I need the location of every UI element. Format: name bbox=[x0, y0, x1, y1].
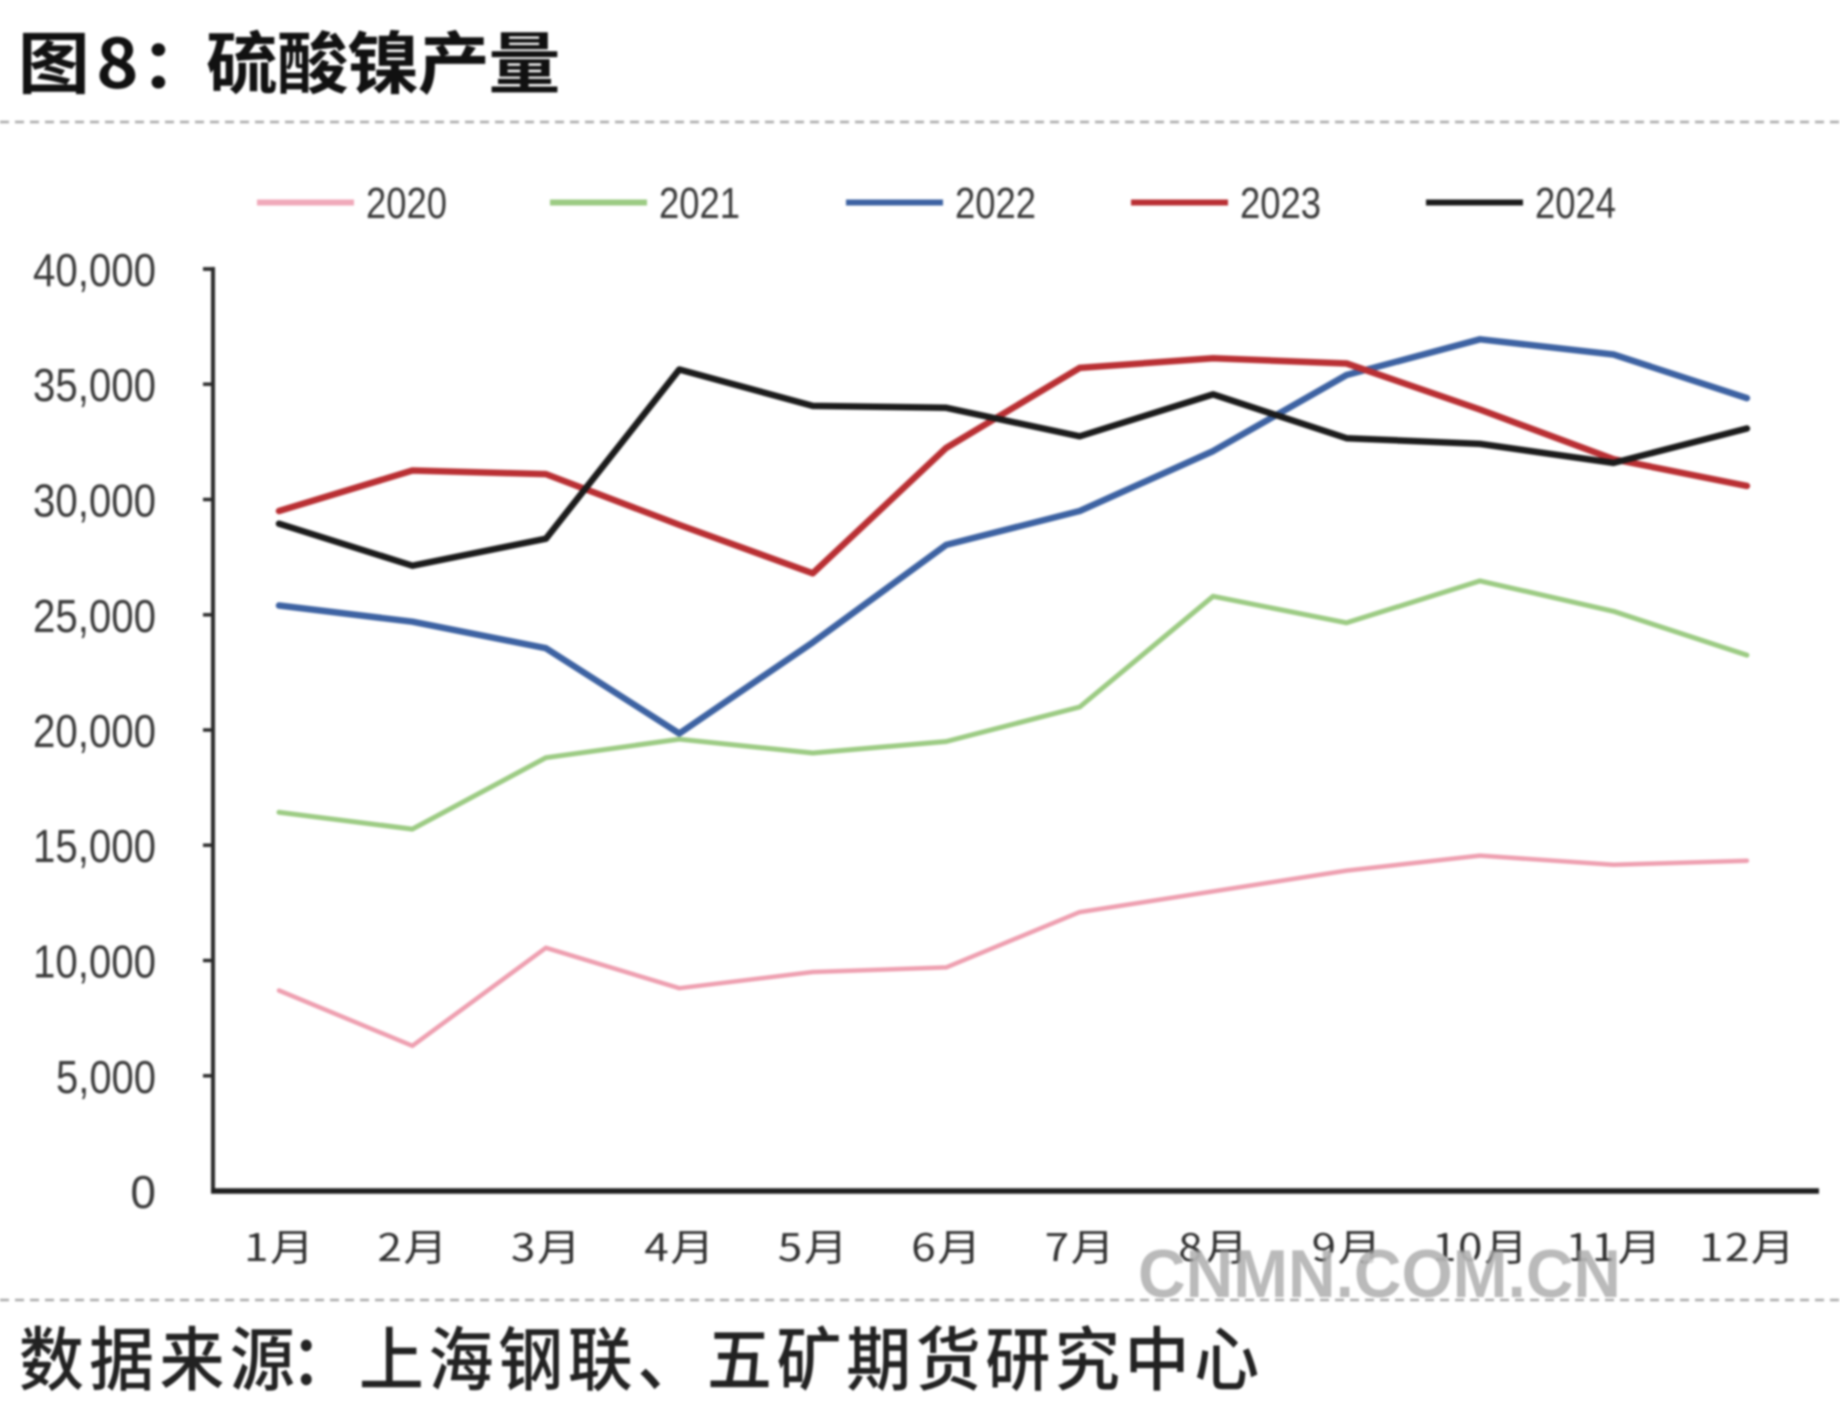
svg-text:25,000: 25,000 bbox=[33, 590, 156, 642]
svg-text:2021: 2021 bbox=[659, 179, 740, 228]
svg-text:2022: 2022 bbox=[955, 179, 1036, 228]
svg-text:35,000: 35,000 bbox=[33, 359, 156, 411]
svg-text:2023: 2023 bbox=[1240, 179, 1321, 228]
svg-text:CNMN.COM.CN: CNMN.COM.CN bbox=[1141, 1238, 1624, 1314]
svg-text:40,000: 40,000 bbox=[33, 244, 156, 296]
svg-text:5,000: 5,000 bbox=[56, 1051, 156, 1103]
svg-text:2020: 2020 bbox=[366, 179, 447, 228]
svg-text:15,000: 15,000 bbox=[33, 820, 156, 872]
svg-text:10,000: 10,000 bbox=[33, 936, 156, 988]
svg-text:0: 0 bbox=[130, 1166, 156, 1218]
svg-text:2024: 2024 bbox=[1535, 179, 1616, 228]
svg-text:30,000: 30,000 bbox=[33, 475, 156, 527]
svg-text:20,000: 20,000 bbox=[33, 705, 156, 757]
